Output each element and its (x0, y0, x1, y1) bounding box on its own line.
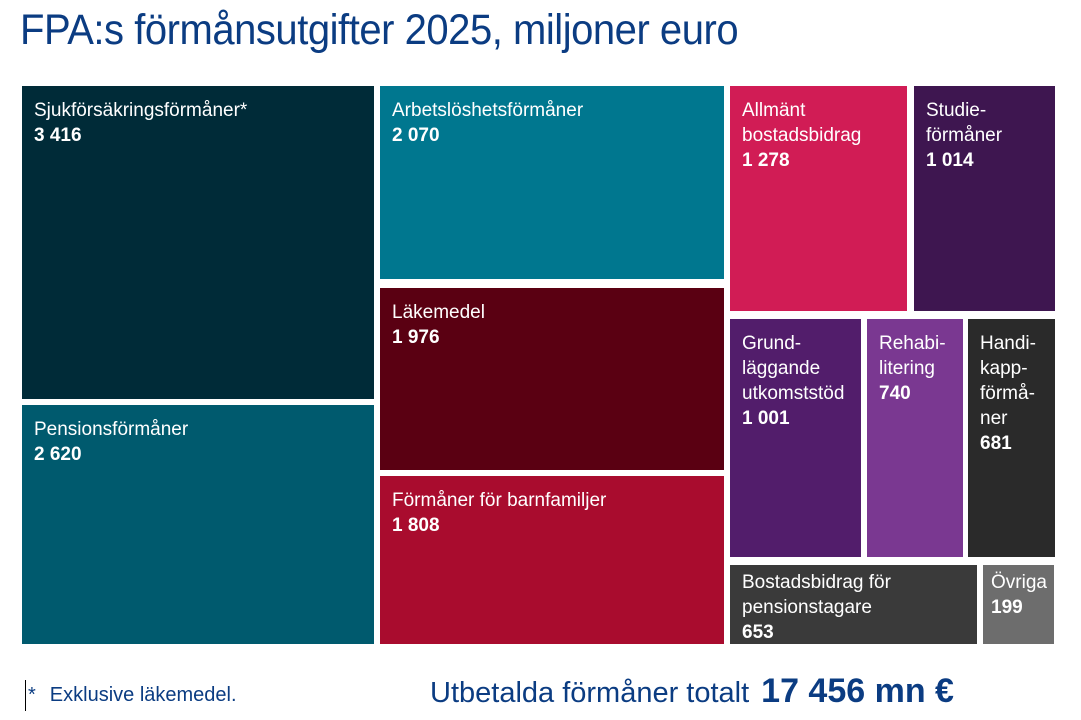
treemap-tile: Arbetslöshetsförmåner 2 070 (380, 86, 724, 279)
tile-label: Arbetslöshetsförmåner (392, 100, 584, 121)
tile-value: 1 278 (742, 150, 790, 171)
footnote: * Exklusive läkemedel. (28, 684, 237, 707)
tile-value: 740 (879, 383, 911, 404)
tile-value: 2 620 (34, 444, 82, 465)
tile-value: 199 (991, 597, 1023, 618)
treemap-tile: Handi- kapp- förmå- ner 681 (968, 319, 1055, 557)
tile-value: 2 070 (392, 125, 440, 146)
tile-label: Förmåner för barnfamiljer (392, 490, 607, 511)
tile-label: Pensionsförmåner (34, 419, 189, 440)
tile-value: 1 976 (392, 327, 440, 348)
tile-label: Bostadsbidrag för pensionstagare (742, 572, 891, 618)
total-label: Utbetalda förmåner totalt (430, 677, 750, 709)
treemap-tile: Grund- läggande utkomststöd 1 001 (730, 319, 861, 557)
footnote-marker: * (28, 684, 36, 706)
tile-value: 3 416 (34, 125, 82, 146)
tile-value: 653 (742, 622, 774, 643)
treemap-tile: Allmänt bostadsbidrag 1 278 (730, 86, 907, 311)
tile-value: 1 001 (742, 408, 790, 429)
treemap-tile: Sjukförsäkringsförmåner* 3 416 (22, 86, 374, 399)
tile-label: Rehabi- litering (879, 333, 946, 379)
footnote-divider (25, 680, 26, 711)
total: Utbetalda förmåner totalt 17 456 mn € (430, 672, 954, 711)
tile-label: Grund- läggande utkomststöd (742, 333, 845, 404)
chart-title: FPA:s förmånsutgifter 2025, miljoner eur… (20, 6, 739, 54)
tile-label: Handi- kapp- förmå- ner (980, 333, 1036, 429)
treemap-tile: Rehabi- litering 740 (867, 319, 963, 557)
total-value: 17 456 mn € (761, 672, 954, 710)
tile-value: 681 (980, 433, 1012, 454)
treemap-tile: Förmåner för barnfamiljer 1 808 (380, 476, 724, 644)
treemap-tile: Pensionsförmåner 2 620 (22, 405, 374, 644)
tile-value: 1 808 (392, 515, 440, 536)
treemap-tile: Läkemedel 1 976 (380, 288, 724, 470)
tile-label: Allmänt bostadsbidrag (742, 100, 862, 146)
treemap-tile: Studie- förmåner 1 014 (914, 86, 1055, 311)
treemap-tile: Bostadsbidrag för pensionstagare 653 (730, 565, 977, 644)
tile-label: Sjukförsäkringsförmåner* (34, 100, 248, 121)
tile-label: Studie- förmåner (926, 100, 1003, 146)
footnote-text: Exklusive läkemedel. (49, 684, 237, 706)
tile-label: Övriga (991, 572, 1047, 593)
treemap-tile: Övriga 199 (983, 565, 1054, 644)
tile-label: Läkemedel (392, 302, 485, 323)
tile-value: 1 014 (926, 150, 974, 171)
